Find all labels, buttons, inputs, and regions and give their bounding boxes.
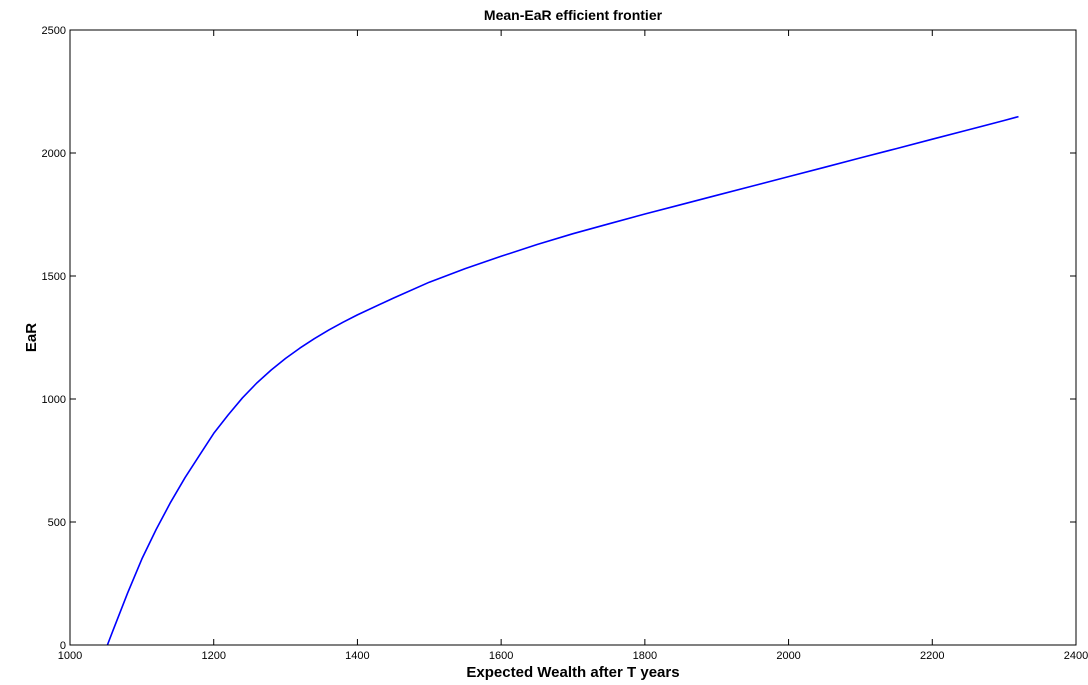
y-tick-label: 500 xyxy=(48,517,66,529)
x-tick-label: 1800 xyxy=(633,650,657,662)
plot-area-frame xyxy=(69,29,1077,646)
y-tick-label: 1500 xyxy=(42,271,66,283)
y-tick-label: 1000 xyxy=(42,394,66,406)
x-axis-label: Expected Wealth after T years xyxy=(466,664,679,681)
y-tick-label: 2500 xyxy=(42,25,66,37)
x-tick-label: 1600 xyxy=(489,650,513,662)
y-tick-label: 0 xyxy=(60,640,66,652)
x-tick-label: 1400 xyxy=(345,650,369,662)
chart-title: Mean-EaR efficient frontier xyxy=(484,7,663,23)
series-line xyxy=(106,115,1019,646)
x-tick-label: 1200 xyxy=(201,650,225,662)
x-tick-label: 2000 xyxy=(776,650,800,662)
axis-ticks: 1000 1200 1400 1600 1800 2000 2200 2400 0 500 1000… xyxy=(42,25,1088,662)
x-tick-label: 2400 xyxy=(1064,650,1088,662)
x-tick-label: 1000 xyxy=(58,650,82,662)
y-tick-label: 2000 xyxy=(42,148,66,160)
y-axis-label: EaR xyxy=(23,323,40,352)
series-layer xyxy=(106,115,1019,646)
x-tick-label: 2200 xyxy=(920,650,944,662)
